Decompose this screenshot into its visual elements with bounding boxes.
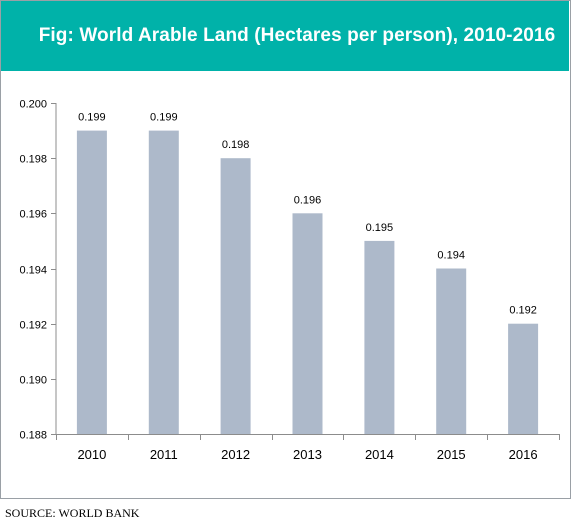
bar-2015 [436,268,467,434]
chart-title: Fig: World Arable Land (Hectares per per… [38,25,556,46]
title-bar: Fig: World Arable Land (Hectares per per… [1,1,569,71]
bar-chart: 0.188 0.190 0.192 0.194 0.196 0.198 0.200 2010… [19,99,560,462]
x-tick-label-2016: 2016 [509,447,538,462]
bar-2011 [148,130,179,434]
bar-2013 [292,213,323,434]
data-label-2012: 0.198 [222,139,250,151]
x-tick-label-2014: 2014 [365,447,394,462]
data-label-2014: 0.195 [366,222,394,234]
y-tick-label: 0.200 [19,99,47,111]
bar-2012 [220,158,251,434]
data-labels: 0.199 0.199 0.198 0.196 0.195 0.194 0.192 [78,112,537,317]
x-tick-label-2011: 2011 [150,447,178,462]
y-tick-label: 0.198 [19,154,47,166]
bar-2016 [508,323,539,434]
data-label-2013: 0.196 [294,194,322,206]
x-tick-label-2012: 2012 [221,447,250,462]
source-note: SOURCE: WORLD BANK [5,506,140,520]
x-tick-label-2013: 2013 [293,447,322,462]
data-label-2015: 0.194 [437,250,465,262]
data-label-2010: 0.199 [78,112,106,124]
data-label-2016: 0.192 [509,305,537,317]
y-axis: 0.188 0.190 0.192 0.194 0.196 0.198 0.200 [19,99,57,442]
y-tick-label: 0.194 [19,265,47,277]
bar-2010 [76,130,107,434]
y-tick-label: 0.192 [19,320,47,332]
x-tick-label-2010: 2010 [77,447,106,462]
x-axis: 2010 2011 2012 2013 2014 2015 2016 [56,434,560,462]
y-tick-label: 0.196 [19,209,47,221]
bar-2014 [364,240,395,434]
bars [76,130,539,434]
x-tick-label-2015: 2015 [437,447,466,462]
y-tick-label: 0.190 [19,375,47,387]
data-label-2011: 0.199 [150,112,178,124]
y-tick-label: 0.188 [19,430,47,442]
